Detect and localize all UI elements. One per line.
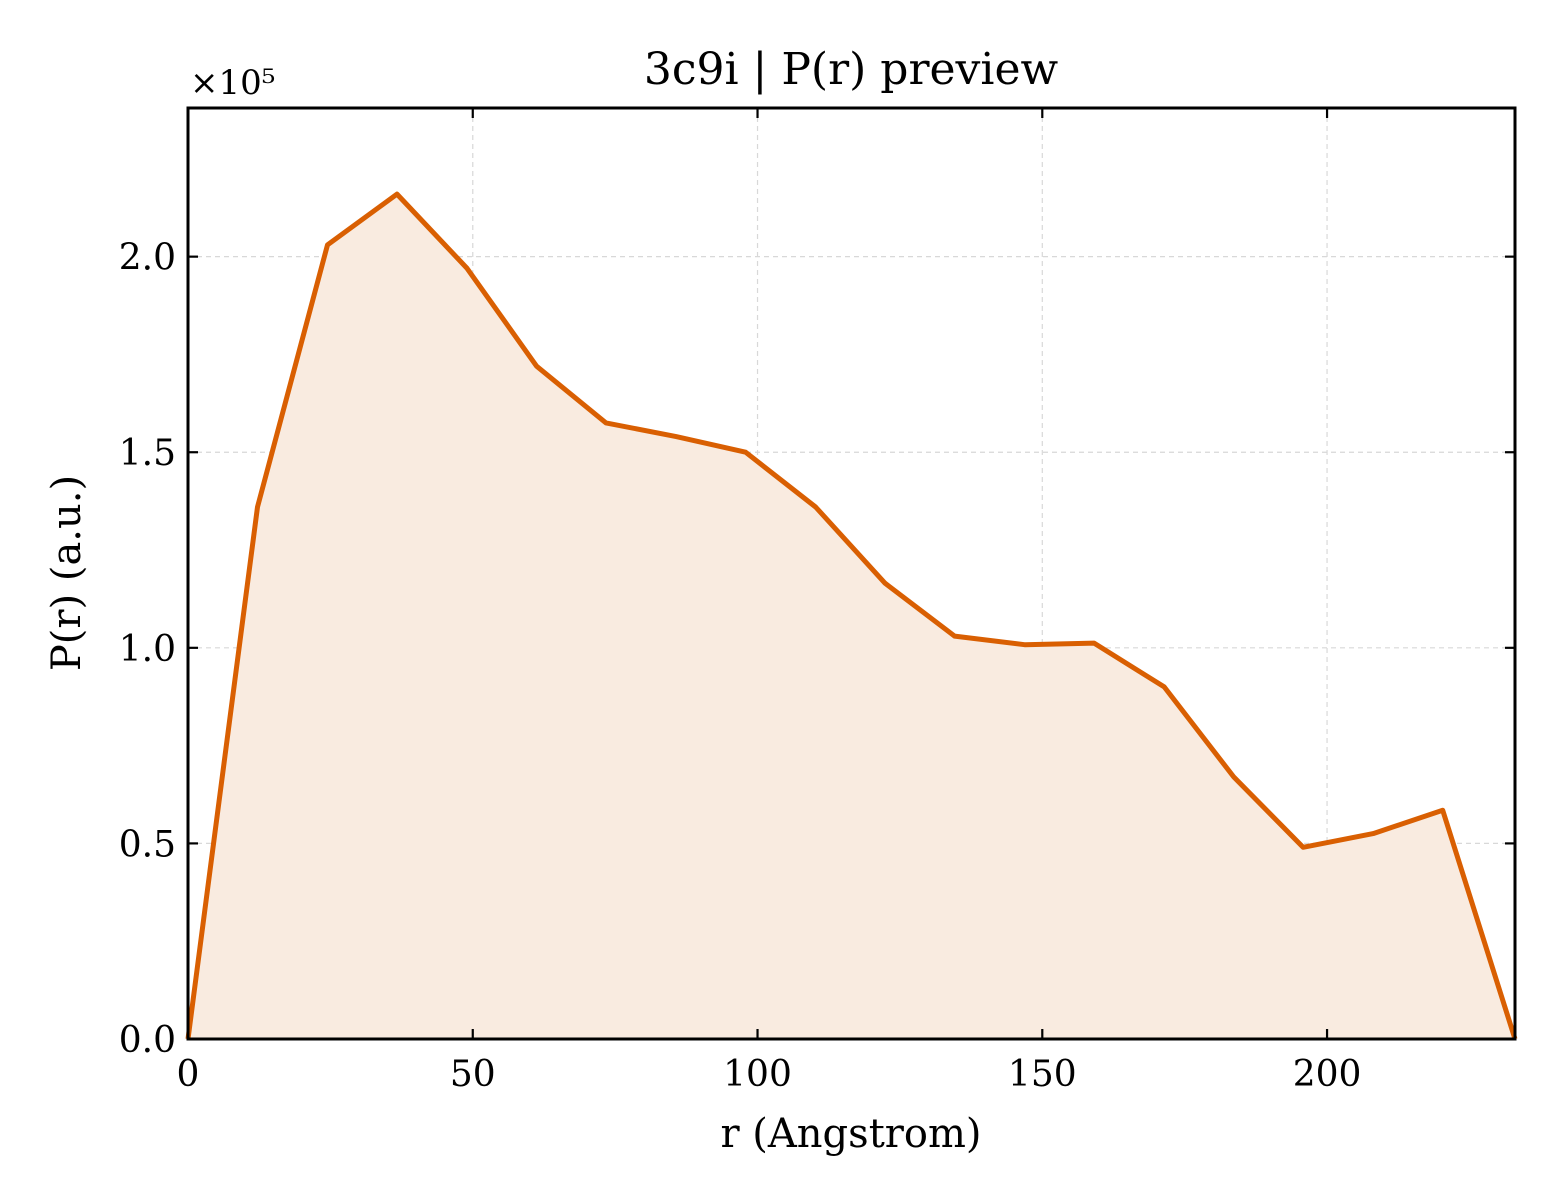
chart-title: 3c9i | P(r) preview [644,44,1059,95]
y-tick-label: 0.5 [119,824,176,865]
ticks-layer: 0 50 100 150 200 0.0 0.5 1.0 1.5 2.0 [119,108,1515,1095]
x-tick-label: 0 [177,1054,200,1095]
y-offset-label: ×10⁵ [190,63,275,103]
y-tick-label: 0.0 [119,1020,176,1061]
y-tick-label: 2.0 [119,238,176,279]
x-tick-label: 200 [1293,1054,1362,1095]
y-axis-label: P(r) (a.u.) [44,475,90,671]
series-line [185,191,1518,1040]
y-tick-label: 1.5 [119,433,176,474]
y-tick-label: 1.0 [119,629,176,670]
x-tick-label: 50 [450,1054,496,1095]
x-axis-label: r (Angstrom) [720,1111,981,1157]
x-tick-label: 150 [1008,1054,1077,1095]
area-fill [188,194,1515,1040]
plot-frame [186,106,1517,1041]
x-tick-label: 100 [723,1054,792,1095]
